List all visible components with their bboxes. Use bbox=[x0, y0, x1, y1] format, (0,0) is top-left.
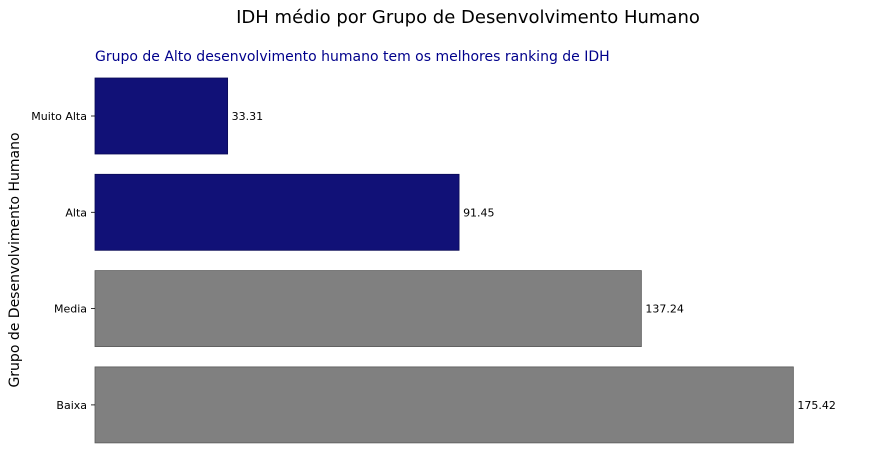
data-label-media: 137.24 bbox=[645, 303, 684, 316]
data-label-alta: 91.45 bbox=[463, 206, 495, 219]
y-tick-label-alta: Alta bbox=[65, 206, 87, 219]
chart-title: IDH médio por Grupo de Desenvolvimento H… bbox=[236, 7, 700, 28]
data-label-baixa: 175.42 bbox=[797, 399, 836, 412]
y-tick-label-baixa: Baixa bbox=[56, 399, 87, 412]
bar-muito-alta bbox=[94, 77, 229, 155]
bar-baixa bbox=[94, 366, 794, 444]
bars-group: Muito Alta 33.31 Alta 91.45 Media 137.24 Baixa… bbox=[31, 77, 836, 444]
y-axis-label: Grupo de Desenvolvimento Humano bbox=[7, 132, 23, 387]
y-tick-label-muito-alta: Muito Alta bbox=[31, 110, 87, 123]
chart-subtitle: Grupo de Alto desenvolvimento humano tem… bbox=[95, 49, 610, 65]
y-tick-label-media: Media bbox=[54, 303, 87, 316]
bar-media bbox=[94, 270, 642, 348]
data-label-muito-alta: 33.31 bbox=[232, 110, 264, 123]
bar-alta bbox=[94, 173, 460, 251]
